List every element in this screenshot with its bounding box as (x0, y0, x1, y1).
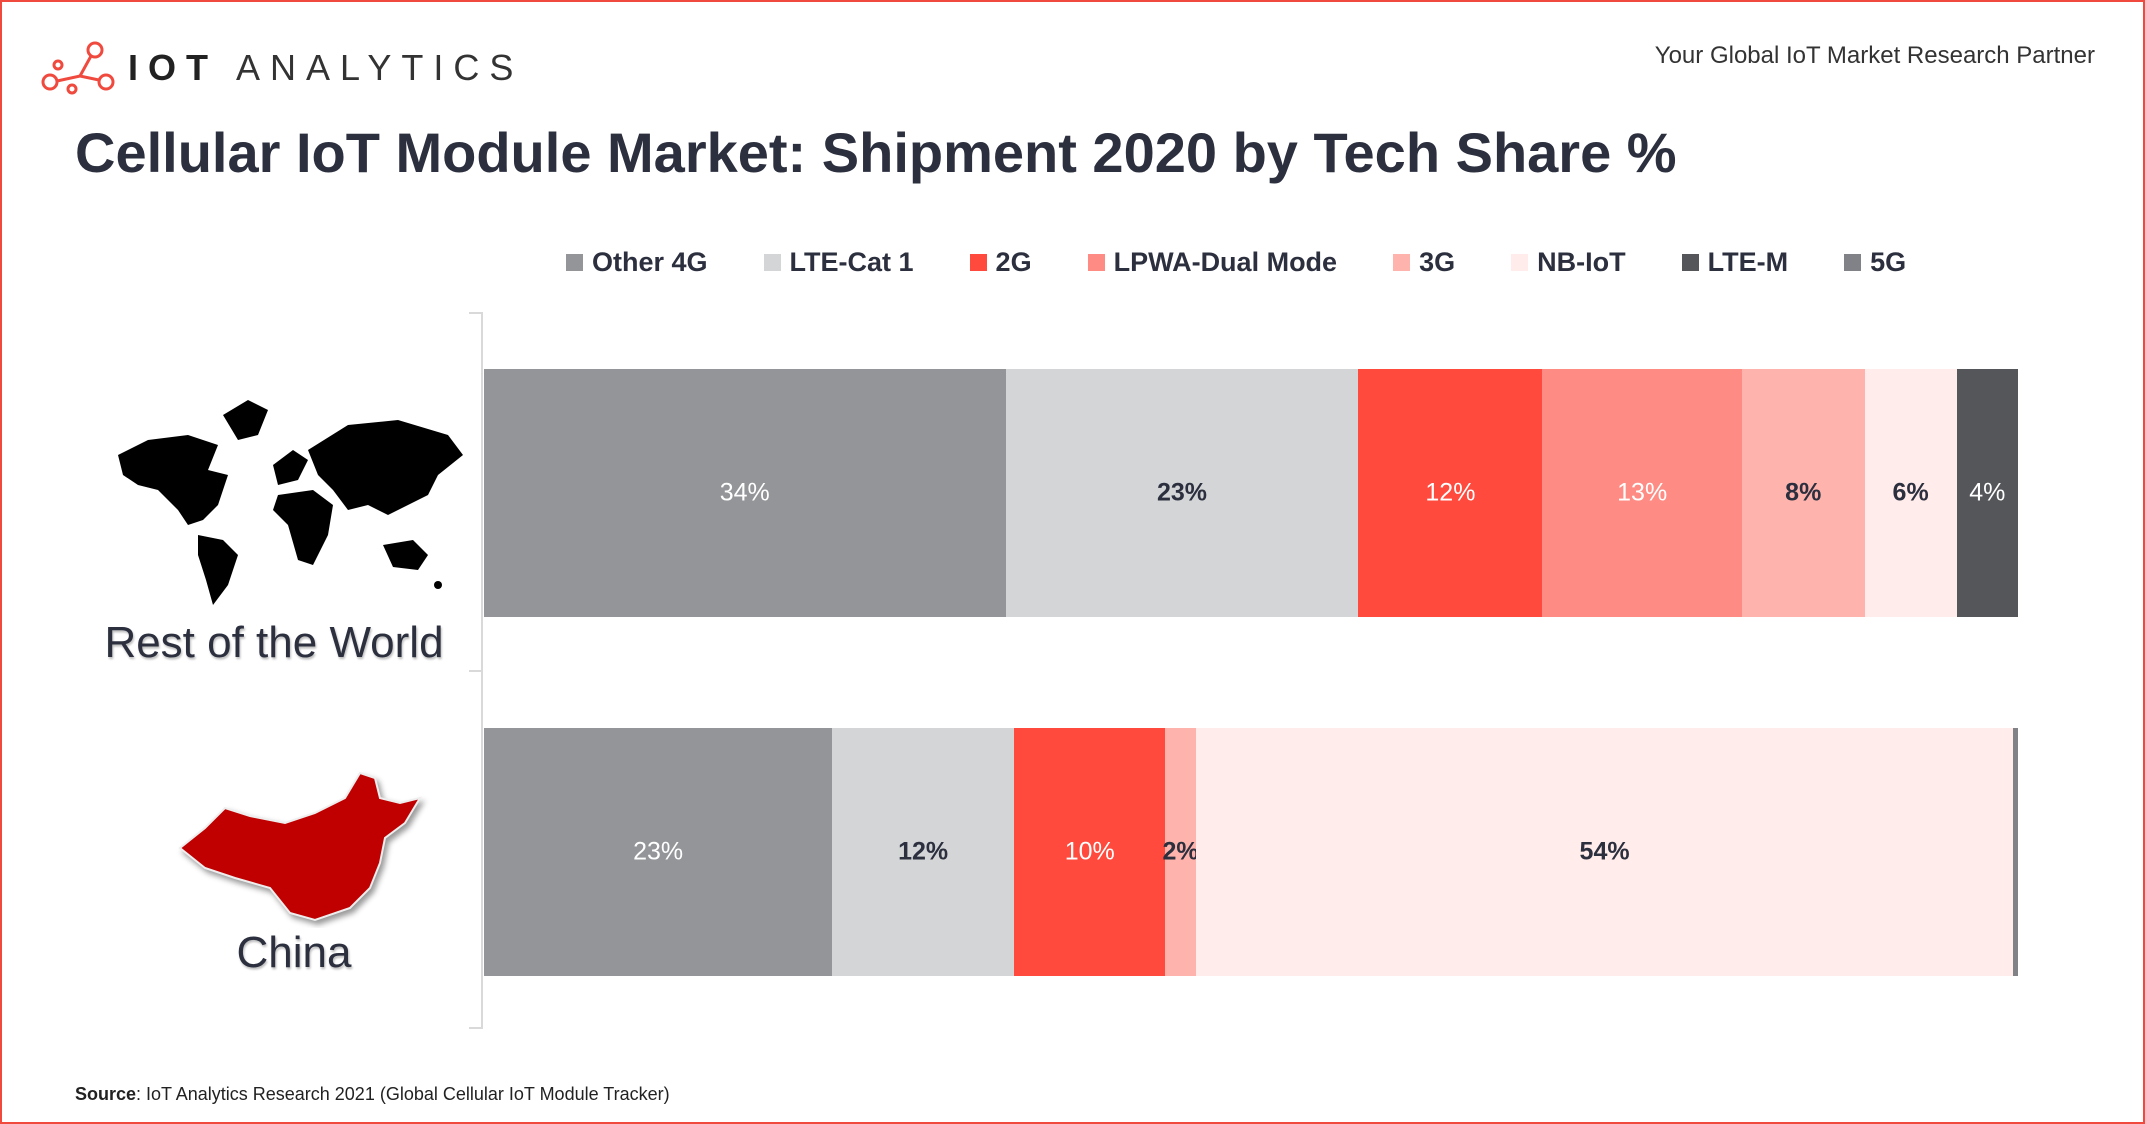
data-label: 6% (1892, 478, 1929, 507)
legend-label: 2G (995, 247, 1032, 277)
bar-segment (1195, 728, 2014, 976)
legend-swatch (1681, 254, 1699, 271)
data-label: 54% (1579, 837, 1630, 866)
legend-swatch (969, 254, 987, 271)
bar-segment (1014, 728, 1166, 976)
legend-swatch (1511, 254, 1529, 271)
legend-item: LTE-Cat 1 (763, 247, 914, 278)
bar-segment (1165, 728, 1196, 976)
data-label: 23% (633, 837, 684, 866)
legend-label: 3G (1419, 247, 1456, 277)
bar-segment (484, 369, 1006, 617)
tagline: Your Global IoT Market Research Partner (1654, 42, 2095, 69)
source-text: : IoT Analytics Research 2021 (Global Ce… (136, 1084, 670, 1104)
legend-item: Other 4G (566, 247, 708, 278)
legend-swatch (763, 254, 781, 271)
bar-segment (1005, 369, 1359, 617)
bar-segment (1542, 369, 1742, 617)
bar-segment (1358, 369, 1543, 617)
legend-label: 5G (1870, 247, 1907, 277)
data-label: 12% (898, 837, 949, 866)
bar-segment (1956, 369, 2018, 617)
bar-segment (1741, 369, 1865, 617)
data-label: 8% (1785, 478, 1822, 507)
data-label: 12% (1425, 478, 1476, 507)
legend-swatch (1087, 254, 1105, 271)
bar-segment (1864, 369, 1957, 617)
legend-item: LPWA-Dual Mode (1087, 247, 1338, 278)
logo: IOT ANALYTICS (40, 40, 523, 96)
data-label: 10% (1064, 837, 1115, 866)
data-label: 23% (1156, 478, 1207, 507)
china-map-icon (178, 771, 423, 922)
category-axis (469, 312, 483, 1029)
legend-swatch (1393, 254, 1411, 271)
bar-china: 23% 12% 10% 2% 54% (484, 728, 2018, 976)
legend-item: 2G (969, 247, 1032, 278)
data-label: 4% (1969, 478, 2006, 507)
bar-segment (832, 728, 1014, 976)
logo-text: IOT ANALYTICS (128, 47, 523, 89)
axis-tick (469, 1027, 481, 1029)
source-note: Source: IoT Analytics Research 2021 (Glo… (75, 1084, 670, 1105)
chart-title: Cellular IoT Module Market: Shipment 202… (75, 121, 1677, 184)
category-label-rest-of-world: Rest of the World (104, 618, 444, 667)
legend-item: LTE-M (1681, 247, 1789, 278)
legend-swatch (566, 254, 583, 271)
category-label-china: China (236, 928, 352, 977)
legend-label: LTE-M (1707, 247, 1789, 277)
bar-rest-of-world: 34% 23% 12% 13% 8% 6% 4% (484, 369, 2018, 617)
logo-light: ANALYTICS (236, 47, 524, 88)
data-label: 34% (719, 478, 770, 507)
legend: Other 4G LTE-Cat 1 2G LPWA-Dual Mode 3G NB-Io… (566, 247, 1962, 278)
legend-label: NB-IoT (1537, 247, 1626, 277)
legend-item: 5G (1844, 247, 1906, 278)
legend-label: LPWA-Dual Mode (1113, 247, 1338, 277)
legend-item: NB-IoT (1511, 247, 1626, 278)
axis-tick (469, 312, 481, 314)
legend-swatch (1844, 254, 1862, 271)
source-label: Source (75, 1084, 137, 1104)
logo-bold: IOT (128, 47, 218, 88)
network-nodes-icon (41, 41, 115, 95)
bar-segment (2013, 728, 2018, 976)
bar-segment (484, 728, 833, 976)
legend-item: 3G (1393, 247, 1455, 278)
world-map-icon (118, 400, 463, 605)
data-label: 2% (1162, 837, 1199, 866)
legend-label: LTE-Cat 1 (789, 247, 914, 277)
data-label: 13% (1617, 478, 1668, 507)
legend-label: Other 4G (592, 247, 708, 277)
axis-tick (469, 670, 481, 672)
